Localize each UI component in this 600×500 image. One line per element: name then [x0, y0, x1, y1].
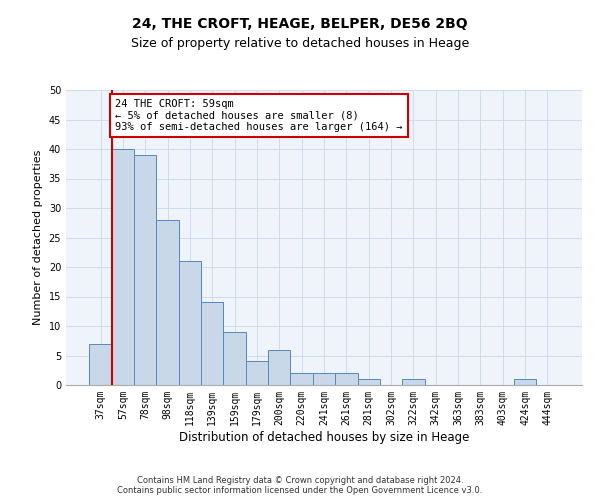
Text: 24 THE CROFT: 59sqm
← 5% of detached houses are smaller (8)
93% of semi-detached: 24 THE CROFT: 59sqm ← 5% of detached hou… [115, 99, 403, 132]
Y-axis label: Number of detached properties: Number of detached properties [33, 150, 43, 325]
Bar [89, 344, 112, 385]
Text: Size of property relative to detached houses in Heage: Size of property relative to detached ho… [131, 38, 469, 51]
Bar [514, 379, 536, 385]
Bar [290, 373, 313, 385]
Bar [268, 350, 290, 385]
Bar [112, 149, 134, 385]
Bar [335, 373, 358, 385]
Bar [313, 373, 335, 385]
Bar [179, 261, 201, 385]
X-axis label: Distribution of detached houses by size in Heage: Distribution of detached houses by size … [179, 430, 469, 444]
Bar [402, 379, 425, 385]
Bar [358, 379, 380, 385]
Bar [223, 332, 246, 385]
Bar [246, 362, 268, 385]
Text: Contains HM Land Registry data © Crown copyright and database right 2024.
Contai: Contains HM Land Registry data © Crown c… [118, 476, 482, 495]
Bar [157, 220, 179, 385]
Text: 24, THE CROFT, HEAGE, BELPER, DE56 2BQ: 24, THE CROFT, HEAGE, BELPER, DE56 2BQ [132, 18, 468, 32]
Bar [201, 302, 223, 385]
Bar [134, 155, 157, 385]
